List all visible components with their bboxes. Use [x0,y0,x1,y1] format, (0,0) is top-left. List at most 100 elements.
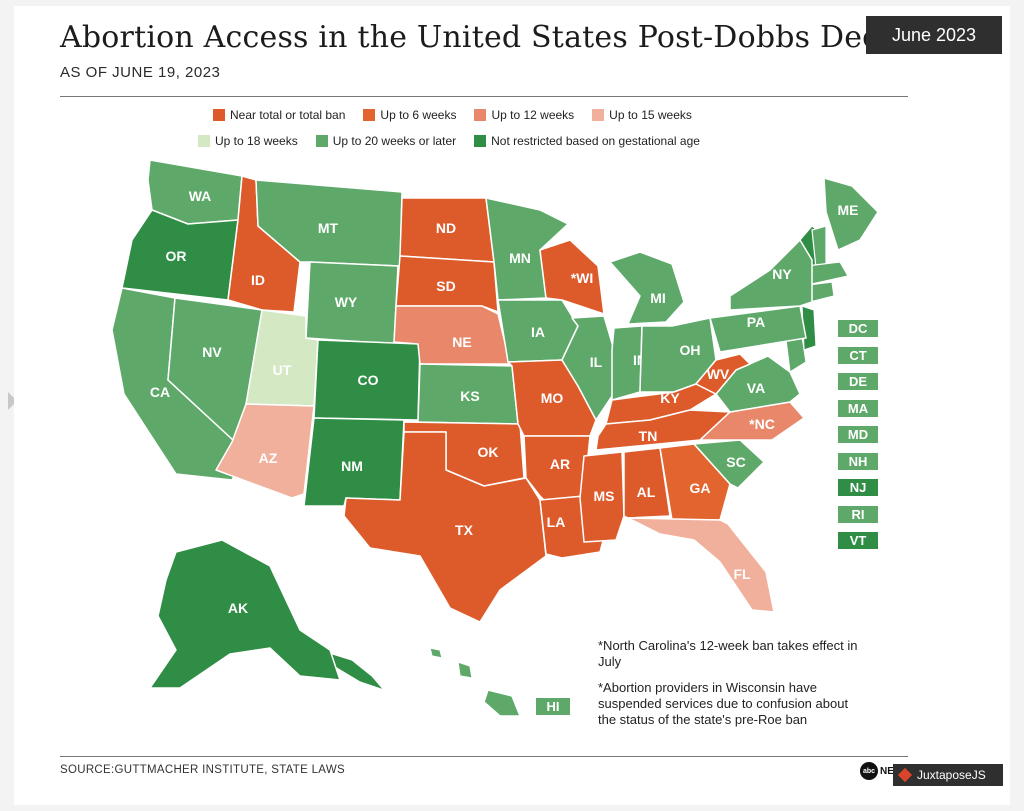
state-wv: WV [695,353,751,395]
state-ga: GA [659,443,731,521]
state-shape [695,353,751,395]
state-sd: SD [395,255,499,313]
juxtapose-watermark[interactable]: JuxtaposeJS [893,764,1003,786]
footer-divider [60,756,908,757]
state-label: OH [680,342,701,358]
state-ny: NY [729,239,813,311]
state-label: AL [637,484,656,500]
state-label: SD [436,278,455,294]
small-state-vt: VT [838,532,878,549]
legend-item: Up to 12 weeks [474,108,574,122]
state-ia: IA [497,299,579,363]
state-label: NV [202,344,222,360]
state-id: ID [227,175,301,313]
state-label: TX [455,522,474,538]
state-shape [623,447,671,519]
small-state-md: MD [838,426,878,443]
juxtapose-label: JuxtaposeJS [917,768,986,782]
state-shape [823,177,879,251]
state-ne: NE [393,305,511,365]
state-label: IA [531,324,545,340]
note-north-carolina: *North Carolina's 12-week ban takes effe… [598,638,858,669]
state-label: GA [690,480,711,496]
legend-label: Not restricted based on gestational age [491,134,700,148]
state-label: WA [189,188,212,204]
state-label: UT [273,362,292,378]
legend-item: Up to 15 weeks [592,108,692,122]
legend-item: Not restricted based on gestational age [474,134,700,148]
state-fl: FL [627,517,775,613]
legend-swatch [363,109,376,121]
state-me: ME [823,177,879,251]
state-label: KS [460,388,479,404]
state-label: IL [590,354,603,370]
state-hi [483,689,521,717]
state-shape [609,251,685,325]
state-label: LA [547,514,566,530]
state-wi: *WI [539,239,605,315]
state-label: OK [478,444,499,460]
state-label: MS [594,488,615,504]
state-shape [561,315,615,421]
legend-row-2: Up to 18 weeks Up to 20 weeks or later Not… [198,134,700,148]
state-shape [539,239,605,315]
abc-logo-icon: abc [860,762,878,780]
legend-label: Up to 18 weeks [215,134,298,148]
header-divider [60,96,908,97]
legend-item: Up to 20 weeks or later [315,134,456,148]
state-label: *NC [749,416,775,432]
map-subtitle: AS OF JUNE 19, 2023 [60,64,221,81]
state-wy: WY [305,261,399,345]
small-state-nh: NH [838,452,878,470]
slider-left-arrow-icon[interactable] [8,392,17,410]
state-label-hi: HI [536,698,570,715]
state-pa: PA [709,305,807,353]
state-label: KY [660,390,680,406]
small-state-dc: DC [838,320,878,337]
state-shape [627,517,775,613]
state-label: ND [436,220,456,236]
state-label: ID [251,272,265,288]
state-label: WY [335,294,358,310]
state-shape [483,689,521,717]
state-ms: MS [579,451,625,543]
state-label: AR [550,456,570,472]
state-label: CA [150,384,170,400]
state-shape [659,443,731,521]
state-shape [149,539,341,689]
state-label: TN [639,428,658,444]
state-shape [343,431,547,623]
state-label: PA [747,314,765,330]
hawaii-island-shape [429,647,443,659]
hawaii-island-shape [457,661,473,679]
legend-item: Up to 18 weeks [198,134,298,148]
date-badge: June 2023 [866,16,1002,54]
state-label: AK [228,600,248,616]
legend-label: Near total or total ban [230,108,346,122]
state-nm: NM [303,417,405,507]
state-label: MO [541,390,564,406]
state-label: SC [726,454,745,470]
state-label: CO [358,372,379,388]
state-shape [729,239,813,311]
state-label: AZ [259,450,278,466]
state-label: MT [318,220,339,236]
legend-swatch [592,109,605,121]
state-label: OR [166,248,187,264]
state-tx: TX [343,431,547,623]
state-al: AL [623,447,671,519]
small-state-ri: RI [838,505,878,523]
state-label: MI [650,290,666,306]
small-state-ma: MA [838,399,878,417]
legend-label: Up to 15 weeks [609,108,692,122]
note-wisconsin: *Abortion providers in Wisconsin have su… [598,680,849,727]
state-shape [395,255,499,313]
state-il: IL [561,315,615,421]
small-state-nj: NJ [838,479,878,496]
state-shape [611,325,643,401]
legend-row-1: Near total or total ban Up to 6 weeks Up t… [213,108,692,122]
state-label: ME [838,202,859,218]
legend-swatch [474,109,487,121]
legend-swatch [315,135,328,147]
